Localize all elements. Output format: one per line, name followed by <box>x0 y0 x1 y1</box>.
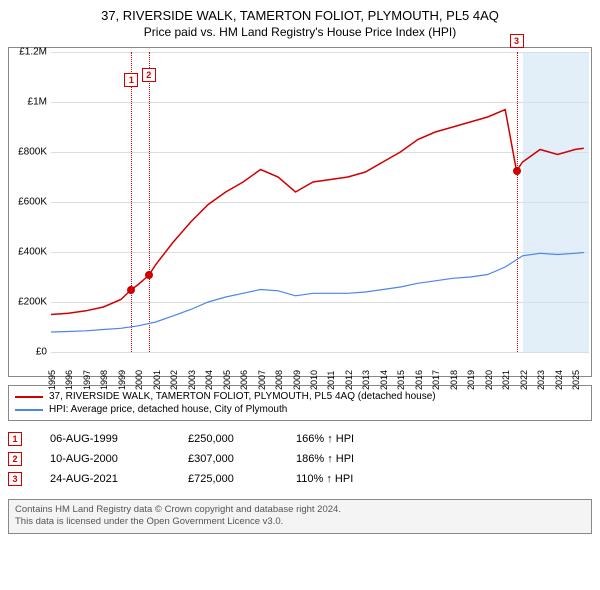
x-tick-label: 2014 <box>379 370 389 390</box>
y-tick-label: £0 <box>36 347 47 358</box>
sales-date: 06-AUG-1999 <box>50 433 160 445</box>
x-tick-label: 2000 <box>134 370 144 390</box>
legend-row: HPI: Average price, detached house, City… <box>15 403 585 416</box>
sales-pct: 186% ↑ HPI <box>296 453 396 465</box>
legend-swatch <box>15 396 43 398</box>
footer-attribution: Contains HM Land Registry data © Crown c… <box>8 499 592 534</box>
y-axis: £0£200K£400K£600K£800K£1M£1.2M <box>9 48 51 350</box>
sales-price: £307,000 <box>188 453 268 465</box>
legend-label: 37, RIVERSIDE WALK, TAMERTON FOLIOT, PLY… <box>49 391 436 402</box>
y-tick-label: £400K <box>18 247 47 258</box>
sales-row: 3 24-AUG-2021 £725,000 110% ↑ HPI <box>8 469 592 489</box>
plot-area: 123 <box>51 52 589 352</box>
x-tick-label: 2005 <box>222 370 232 390</box>
x-tick-label: 2004 <box>204 370 214 390</box>
chart-container: £0 £200K £400K £600K £800K £1M £1.2M 123 19951… <box>8 47 592 377</box>
chart-svg <box>51 52 589 352</box>
legend-swatch <box>15 409 43 411</box>
x-tick-label: 2021 <box>501 370 511 390</box>
sales-pct: 110% ↑ HPI <box>296 473 396 485</box>
x-tick-label: 2017 <box>431 370 441 390</box>
marker-dot <box>127 286 135 294</box>
sales-row: 2 10-AUG-2000 £307,000 186% ↑ HPI <box>8 449 592 469</box>
marker-dot <box>145 271 153 279</box>
footer-line2: This data is licensed under the Open Gov… <box>15 516 585 528</box>
x-tick-label: 2010 <box>309 370 319 390</box>
x-tick-label: 1998 <box>99 370 109 390</box>
legend: 37, RIVERSIDE WALK, TAMERTON FOLIOT, PLY… <box>8 385 592 421</box>
x-tick-label: 2023 <box>536 370 546 390</box>
x-tick-label: 2022 <box>519 370 529 390</box>
sales-date: 24-AUG-2021 <box>50 473 160 485</box>
y-tick-label: £1M <box>28 97 47 108</box>
marker-label: 3 <box>510 34 524 48</box>
x-tick-label: 2008 <box>274 370 284 390</box>
x-tick-label: 1996 <box>64 370 74 390</box>
marker-dot <box>513 167 521 175</box>
x-tick-label: 2013 <box>361 370 371 390</box>
x-tick-label: 2009 <box>292 370 302 390</box>
x-tick-label: 1997 <box>82 370 92 390</box>
legend-label: HPI: Average price, detached house, City… <box>49 404 287 415</box>
x-tick-label: 1995 <box>47 370 57 390</box>
sales-marker: 1 <box>8 432 22 446</box>
x-tick-label: 2001 <box>152 370 162 390</box>
sales-date: 10-AUG-2000 <box>50 453 160 465</box>
y-tick-label: £600K <box>18 197 47 208</box>
sales-row: 1 06-AUG-1999 £250,000 166% ↑ HPI <box>8 429 592 449</box>
chart-subtitle: Price paid vs. HM Land Registry's House … <box>8 25 592 39</box>
x-tick-label: 2003 <box>187 370 197 390</box>
sales-price: £250,000 <box>188 433 268 445</box>
sales-table: 1 06-AUG-1999 £250,000 166% ↑ HPI 2 10-AUG-20… <box>8 429 592 489</box>
sales-marker: 3 <box>8 472 22 486</box>
x-tick-label: 2006 <box>239 370 249 390</box>
marker-label: 2 <box>142 68 156 82</box>
x-tick-label: 2015 <box>396 370 406 390</box>
x-tick-label: 2019 <box>466 370 476 390</box>
marker-label: 1 <box>124 73 138 87</box>
footer-line1: Contains HM Land Registry data © Crown c… <box>15 504 585 516</box>
sales-marker: 2 <box>8 452 22 466</box>
x-tick-label: 2020 <box>484 370 494 390</box>
x-tick-label: 2025 <box>571 370 581 390</box>
sales-price: £725,000 <box>188 473 268 485</box>
x-tick-label: 2002 <box>169 370 179 390</box>
x-tick-label: 2016 <box>414 370 424 390</box>
y-tick-label: £800K <box>18 147 47 158</box>
x-tick-label: 2018 <box>449 370 459 390</box>
series-property <box>51 110 584 315</box>
x-tick-label: 2007 <box>257 370 267 390</box>
y-tick-label: £200K <box>18 297 47 308</box>
legend-row: 37, RIVERSIDE WALK, TAMERTON FOLIOT, PLY… <box>15 390 585 403</box>
x-tick-label: 1999 <box>117 370 127 390</box>
x-tick-label: 2024 <box>554 370 564 390</box>
y-tick-label: £1.2M <box>19 47 47 58</box>
x-tick-label: 2012 <box>344 370 354 390</box>
chart-title: 37, RIVERSIDE WALK, TAMERTON FOLIOT, PLY… <box>8 8 592 23</box>
sales-pct: 166% ↑ HPI <box>296 433 396 445</box>
x-tick-label: 2011 <box>326 371 336 390</box>
x-axis: 1995199619971998199920002001200220032004… <box>51 350 587 376</box>
